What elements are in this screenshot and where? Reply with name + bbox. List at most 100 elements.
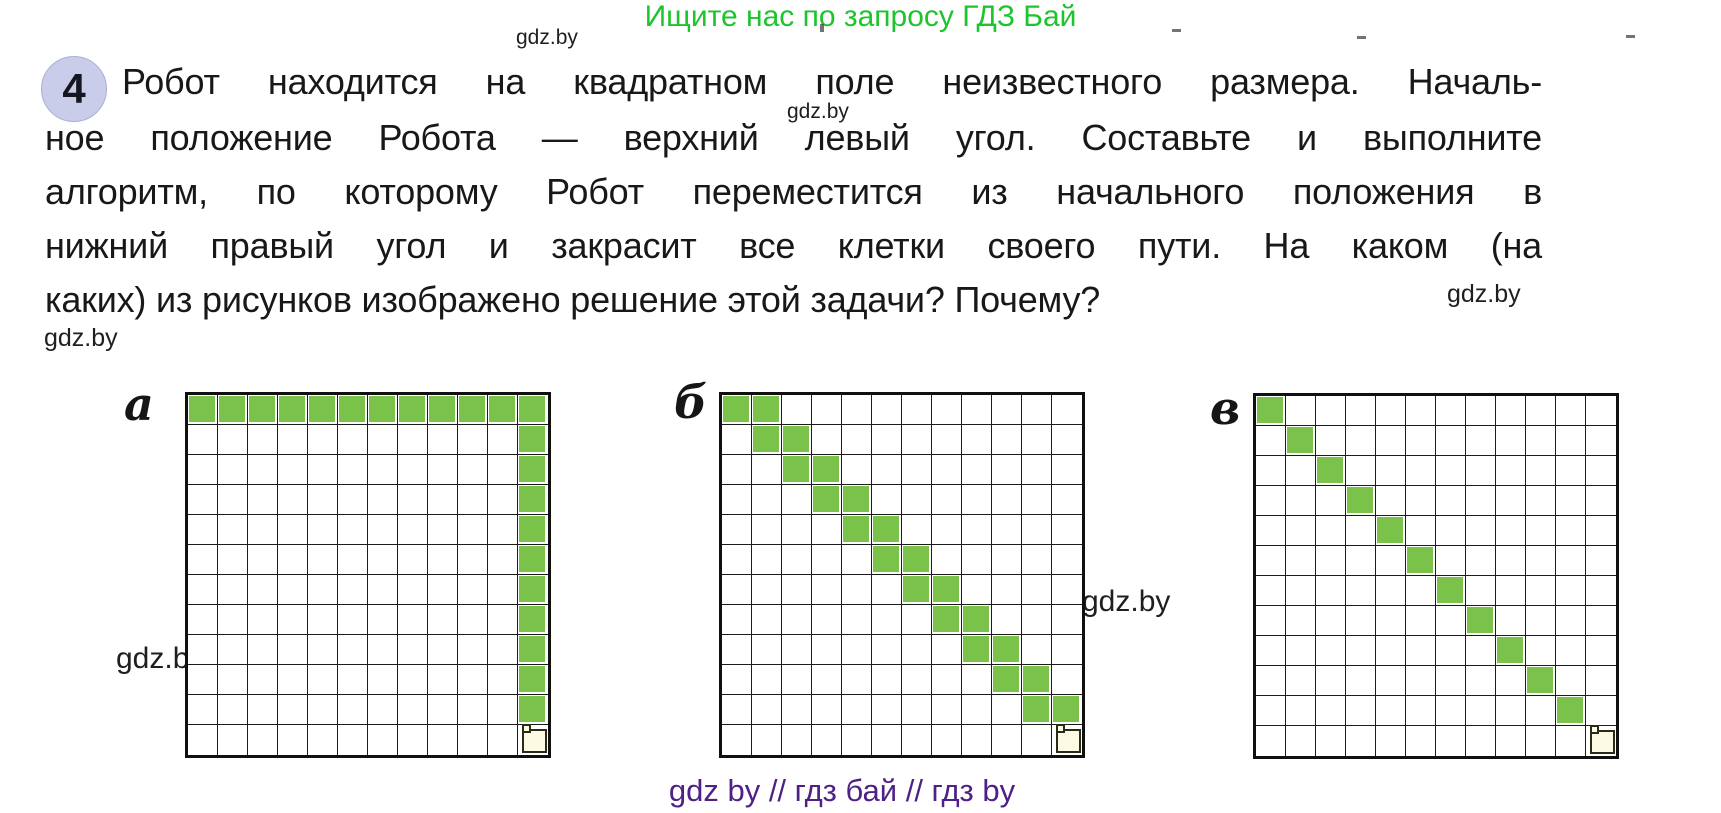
grid-cell: [962, 605, 992, 635]
grid-cell: [1436, 636, 1466, 666]
grid-cell: [722, 395, 752, 425]
grid-cell: [218, 575, 248, 605]
grid-cell: [1556, 456, 1586, 486]
grid-cell: [428, 575, 458, 605]
grid-cell: [368, 395, 398, 425]
grid-cell: [368, 695, 398, 725]
grid-cell: [1256, 696, 1286, 726]
grid-cell: [1346, 456, 1376, 486]
grid-cell: [872, 635, 902, 665]
grid-cell: [1496, 396, 1526, 426]
grid-cell: [248, 605, 278, 635]
grid-cell: [1496, 696, 1526, 726]
grid-cell: [338, 545, 368, 575]
grid-cell: [338, 515, 368, 545]
grid-cell: [278, 425, 308, 455]
grid-cell: [1586, 725, 1616, 756]
grid-cell: [872, 605, 902, 635]
grid-cell: [1376, 486, 1406, 516]
grid-cell: [1466, 696, 1496, 726]
grid-cell: [1556, 516, 1586, 546]
grid-cell: [1556, 546, 1586, 576]
grid-cell: [1466, 546, 1496, 576]
grid-cell: [722, 695, 752, 725]
grid-cell: [368, 515, 398, 545]
grid-cell: [428, 695, 458, 725]
grid-cell: [842, 575, 872, 605]
grid-cell: [872, 695, 902, 725]
grid-cell: [1466, 516, 1496, 546]
grid-cell: [1286, 426, 1316, 456]
grid-cell: [398, 545, 428, 575]
grid-cell: [338, 665, 368, 695]
grid-cell: [1496, 486, 1526, 516]
grid-cell: [812, 395, 842, 425]
grid-cell: [1346, 426, 1376, 456]
grid-cell: [1286, 516, 1316, 546]
grid-cell: [752, 455, 782, 485]
grid-cell: [1436, 576, 1466, 606]
grid-cell: [278, 605, 308, 635]
grid-cell: [518, 665, 548, 695]
grid-cell: [1436, 546, 1466, 576]
grid-cell: [308, 575, 338, 605]
grid-cell: [1376, 726, 1406, 756]
grid-cell: [932, 635, 962, 665]
grid-cell: [458, 545, 488, 575]
grid-cell: [518, 515, 548, 545]
grid-cell: [1316, 456, 1346, 486]
grid-cell: [248, 575, 278, 605]
grid-cell: [308, 455, 338, 485]
grid-cell: [398, 635, 428, 665]
grid-cell: [368, 455, 398, 485]
grid-cell: [278, 695, 308, 725]
grid-cell: [1496, 426, 1526, 456]
robot-field-b: [719, 392, 1085, 758]
grid-cell: [1556, 576, 1586, 606]
grid-cell: [902, 635, 932, 665]
grid-cell: [872, 725, 902, 755]
grid-cell: [812, 545, 842, 575]
grid-cell: [962, 485, 992, 515]
grid-cell: [338, 575, 368, 605]
grid-cell: [488, 515, 518, 545]
grid-cell: [1556, 636, 1586, 666]
grid-cell: [1406, 576, 1436, 606]
grid-cell: [902, 485, 932, 515]
grid-cell: [902, 395, 932, 425]
figure-label-b: б: [674, 375, 708, 429]
grid-cell: [248, 485, 278, 515]
grid-cell: [932, 665, 962, 695]
grid-cell: [902, 605, 932, 635]
robot-icon: [1590, 725, 1615, 754]
grid-cell: [368, 665, 398, 695]
grid-cell: [338, 635, 368, 665]
grid-cell: [812, 455, 842, 485]
grid-cell: [308, 635, 338, 665]
grid-cell: [1022, 725, 1052, 755]
grid-cell: [1286, 456, 1316, 486]
grid-cell: [992, 425, 1022, 455]
grid-cell: [842, 515, 872, 545]
grid-cell: [278, 395, 308, 425]
grid-cell: [752, 575, 782, 605]
grid-cell: [1256, 546, 1286, 576]
grid-cell: [1376, 426, 1406, 456]
grid-cell: [752, 395, 782, 425]
grid-cell: [1316, 516, 1346, 546]
grid-cell: [1586, 426, 1616, 456]
grid-cell: [1556, 606, 1586, 636]
grid-cell: [1286, 666, 1316, 696]
grid-cell: [368, 635, 398, 665]
grid-cell: [1526, 606, 1556, 636]
task-text-line: ное положение Робота — верхний левый уго…: [45, 117, 1542, 158]
grid-cell: [218, 395, 248, 425]
grid-cell: [458, 485, 488, 515]
grid-cell: [932, 575, 962, 605]
promo-banner-text: Ищите нас по запросу ГДЗ Бай: [644, 0, 1077, 33]
grid-cell: [1022, 455, 1052, 485]
grid-cell: [1256, 396, 1286, 426]
grid-cell: [1376, 696, 1406, 726]
grid-cell: [782, 425, 812, 455]
grid-cell: [902, 545, 932, 575]
